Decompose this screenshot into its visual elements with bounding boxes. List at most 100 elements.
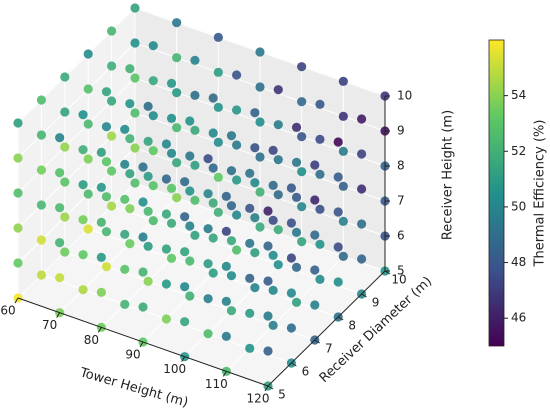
- point: [263, 276, 273, 286]
- point: [213, 137, 223, 147]
- point: [172, 53, 182, 63]
- point: [125, 134, 135, 144]
- point: [130, 178, 140, 188]
- point: [148, 181, 158, 191]
- point: [83, 119, 93, 129]
- point: [232, 175, 242, 185]
- x-tick-label: 70: [42, 318, 57, 332]
- point: [221, 331, 231, 341]
- y-tick-label: 10: [391, 273, 406, 287]
- point: [101, 87, 112, 97]
- point: [107, 166, 117, 176]
- point: [13, 153, 23, 163]
- z-tick-label: 6: [397, 229, 405, 243]
- point: [107, 26, 117, 36]
- point: [213, 102, 223, 112]
- point: [96, 287, 106, 297]
- point: [221, 296, 231, 306]
- point: [203, 329, 213, 339]
- point: [297, 97, 307, 107]
- point: [130, 3, 140, 13]
- point: [333, 207, 343, 217]
- point: [13, 118, 23, 128]
- point: [232, 245, 242, 255]
- point: [130, 73, 140, 83]
- point: [101, 192, 112, 202]
- point: [101, 157, 112, 167]
- point: [78, 180, 88, 190]
- point: [78, 250, 88, 260]
- point: [185, 116, 195, 126]
- point: [286, 183, 296, 193]
- point: [13, 258, 23, 268]
- point: [221, 226, 231, 236]
- point: [172, 18, 182, 28]
- point: [310, 265, 320, 275]
- point: [226, 166, 237, 176]
- point: [60, 212, 70, 222]
- point: [291, 157, 302, 167]
- point: [185, 151, 195, 161]
- point: [273, 155, 283, 165]
- y-tick-label: 5: [278, 388, 286, 402]
- point: [125, 99, 135, 109]
- point: [333, 137, 343, 147]
- point: [120, 194, 130, 204]
- point: [180, 317, 190, 327]
- point: [130, 143, 140, 153]
- point: [161, 174, 171, 184]
- colorbar-tick-label: 52: [511, 144, 526, 158]
- point: [36, 165, 47, 175]
- point: [13, 188, 23, 198]
- point: [315, 274, 325, 284]
- point: [208, 163, 218, 173]
- point: [286, 218, 296, 228]
- grid-line: [17, 42, 136, 159]
- point: [78, 285, 88, 295]
- point: [83, 224, 93, 234]
- point: [338, 76, 348, 86]
- grid-line: [184, 241, 303, 358]
- point: [143, 136, 153, 146]
- point: [125, 169, 135, 179]
- point: [268, 180, 278, 190]
- point: [107, 61, 117, 71]
- point: [315, 239, 325, 249]
- point: [36, 270, 47, 280]
- point: [208, 128, 218, 138]
- x-tick-label: 60: [0, 304, 15, 318]
- point: [101, 227, 112, 237]
- point: [161, 209, 171, 219]
- point: [138, 162, 148, 172]
- point: [255, 47, 265, 57]
- point: [315, 99, 325, 109]
- point: [297, 132, 307, 142]
- point: [138, 302, 148, 312]
- point: [268, 285, 278, 295]
- point: [55, 238, 65, 248]
- point: [148, 216, 158, 226]
- point: [268, 145, 278, 155]
- point: [297, 62, 307, 72]
- x-tick-label: 110: [205, 377, 228, 391]
- point: [273, 85, 283, 95]
- point: [291, 227, 302, 237]
- colorbar-label: Thermal Efficiency (%): [533, 120, 548, 268]
- point: [96, 217, 106, 227]
- points: [13, 3, 390, 391]
- point: [333, 277, 343, 287]
- point: [338, 216, 348, 226]
- point: [226, 236, 237, 246]
- point: [78, 215, 88, 225]
- y-tick-label: 7: [325, 342, 333, 356]
- point: [120, 229, 130, 239]
- point: [273, 120, 283, 130]
- point: [357, 149, 367, 159]
- point: [338, 251, 348, 261]
- grid-line: [59, 197, 178, 314]
- point: [143, 171, 153, 181]
- point: [250, 213, 260, 223]
- colorbar-tick-label: 50: [511, 199, 526, 213]
- point: [203, 294, 213, 304]
